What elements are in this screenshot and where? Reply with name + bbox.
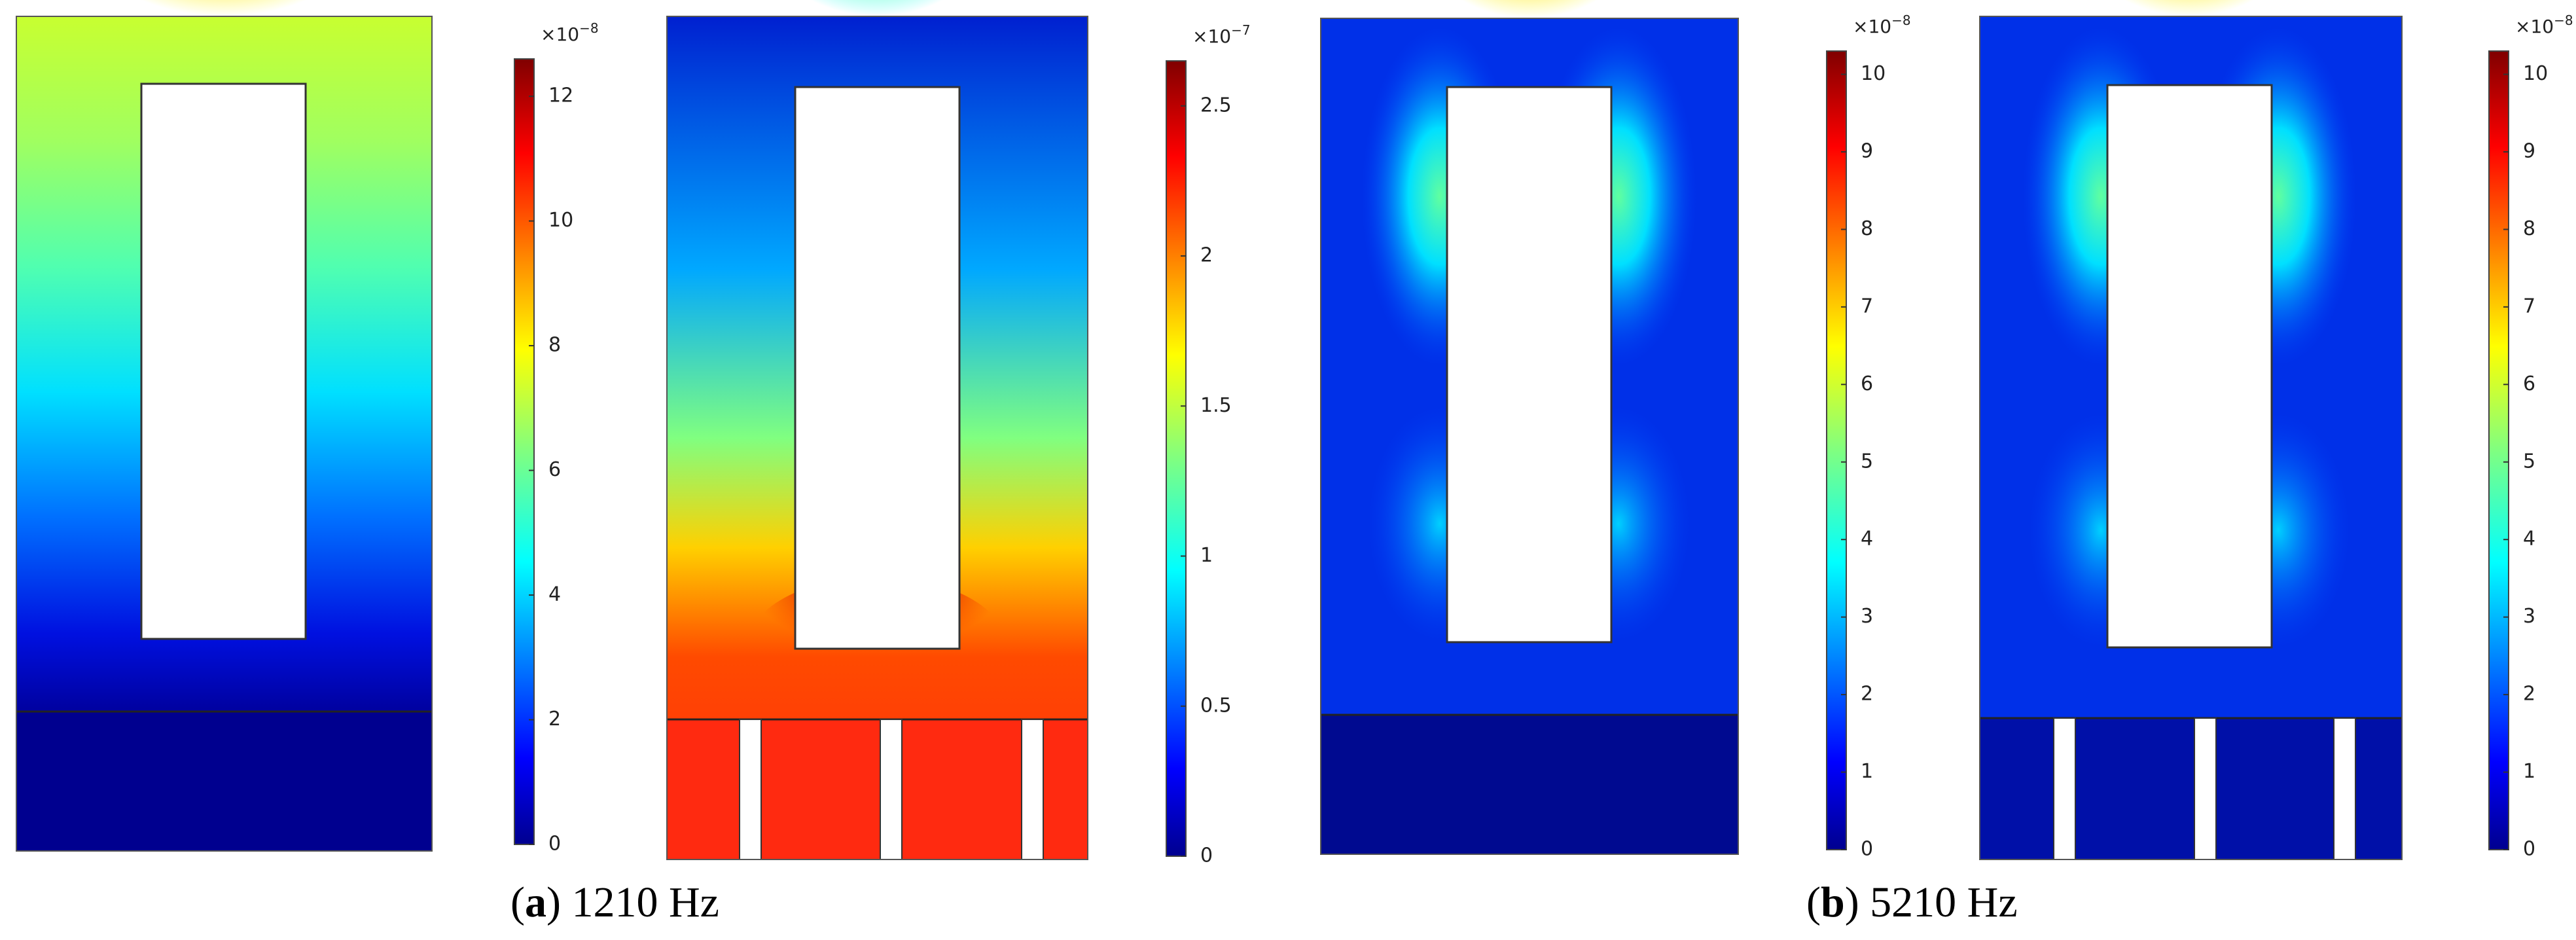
colorbar-tick-label: 6 bbox=[548, 458, 561, 481]
field-plot bbox=[1979, 0, 2403, 860]
colorbar-tick-label: 5 bbox=[2523, 450, 2535, 473]
panel-caption: (b) 5210 Hz bbox=[1806, 878, 2018, 926]
colorbar: ×10−8 0 1 2 3 4 5 6 7 8 9 10 bbox=[2488, 12, 2573, 861]
colorbar-scale bbox=[1826, 50, 1847, 850]
colorbar-tick-label: 1 bbox=[1200, 544, 1213, 567]
colorbar-tick-label: 7 bbox=[1861, 295, 1873, 317]
colorbar-tick-label: 6 bbox=[1861, 372, 1873, 395]
colorbar-tick-label: 0.5 bbox=[1200, 694, 1232, 717]
field-plot bbox=[1320, 0, 1739, 855]
caption-open: ( bbox=[510, 878, 525, 926]
colorbar-tick-label: 3 bbox=[2523, 605, 2535, 628]
multiplier-exponent: −8 bbox=[579, 20, 598, 36]
multiplier-base: ×10 bbox=[1853, 16, 1891, 37]
colorbar-multiplier: ×10−8 bbox=[2515, 12, 2573, 37]
colorbar-tick-label: 0 bbox=[1861, 838, 1873, 861]
colorbar: ×10−8 0 1 2 3 4 5 6 7 8 9 10 bbox=[1826, 12, 1911, 861]
colorbar-tick-label: 2 bbox=[548, 708, 561, 731]
colorbar-tick-label: 3 bbox=[1861, 605, 1873, 628]
colorbar-scale bbox=[2488, 50, 2509, 850]
colorbar-tick-label: 0 bbox=[2523, 838, 2535, 861]
colorbar-multiplier: ×10−8 bbox=[1853, 12, 1911, 37]
field-plot bbox=[666, 0, 1088, 860]
multiplier-exponent: −8 bbox=[2554, 12, 2573, 28]
colorbar-tick-label: 0 bbox=[1200, 844, 1213, 867]
colorbar-tick-label: 8 bbox=[548, 334, 561, 357]
colorbar-tick-label: 2 bbox=[1861, 683, 1873, 706]
multiplier-exponent: −7 bbox=[1231, 22, 1250, 38]
colorbar-scale bbox=[1166, 60, 1187, 857]
caption-letter: a bbox=[525, 878, 546, 926]
caption-letter: b bbox=[1821, 878, 1845, 926]
colorbar-tick-label: 10 bbox=[1861, 62, 1886, 85]
multiplier-base: ×10 bbox=[1192, 26, 1231, 47]
colorbar-tick-label: 4 bbox=[1861, 528, 1873, 551]
colorbar-multiplier: ×10−7 bbox=[1192, 22, 1251, 47]
colorbar: ×10−8 0 2 4 6 8 10 12 bbox=[514, 20, 599, 856]
colorbar-tick-label: 8 bbox=[2523, 217, 2535, 240]
colorbar-tick-label: 9 bbox=[2523, 139, 2535, 162]
colorbar-tick-label: 10 bbox=[548, 209, 573, 232]
colorbar-tick-label: 12 bbox=[548, 84, 573, 107]
colorbar-tick-label: 2 bbox=[1200, 244, 1213, 267]
colorbar-tick-label: 2.5 bbox=[1200, 94, 1232, 117]
colorbar-tick-label: 6 bbox=[2523, 372, 2535, 395]
colorbar-tick-label: 2 bbox=[2523, 683, 2535, 706]
caption-rest: ) 1210 Hz bbox=[546, 878, 719, 926]
colorbar: ×10−7 0 0.5 1 1.5 2 2.5 bbox=[1166, 22, 1251, 867]
colorbar-tick-label: 4 bbox=[2523, 528, 2535, 551]
multiplier-exponent: −8 bbox=[1891, 12, 1910, 28]
caption-open: ( bbox=[1806, 878, 1821, 926]
colorbar-tick-label: 1 bbox=[1861, 760, 1873, 783]
field-plot bbox=[16, 0, 433, 852]
colorbar-tick-label: 9 bbox=[1861, 139, 1873, 162]
colorbar-tick-label: 5 bbox=[1861, 450, 1873, 473]
colorbar-tick-label: 4 bbox=[548, 583, 561, 606]
colorbar-tick-label: 1 bbox=[2523, 760, 2535, 783]
colorbar-tick-label: 8 bbox=[1861, 217, 1873, 240]
panel-caption: (a) 1210 Hz bbox=[510, 878, 719, 926]
caption-rest: ) 5210 Hz bbox=[1845, 878, 2018, 926]
colorbar-tick-label: 0 bbox=[548, 833, 561, 856]
multiplier-base: ×10 bbox=[2515, 16, 2554, 37]
colorbar-scale bbox=[514, 58, 535, 845]
multiplier-base: ×10 bbox=[541, 24, 579, 45]
colorbar-tick-label: 1.5 bbox=[1200, 394, 1232, 417]
colorbar-tick-label: 7 bbox=[2523, 295, 2535, 317]
colorbar-multiplier: ×10−8 bbox=[541, 20, 599, 45]
colorbar-tick-label: 10 bbox=[2523, 62, 2548, 85]
